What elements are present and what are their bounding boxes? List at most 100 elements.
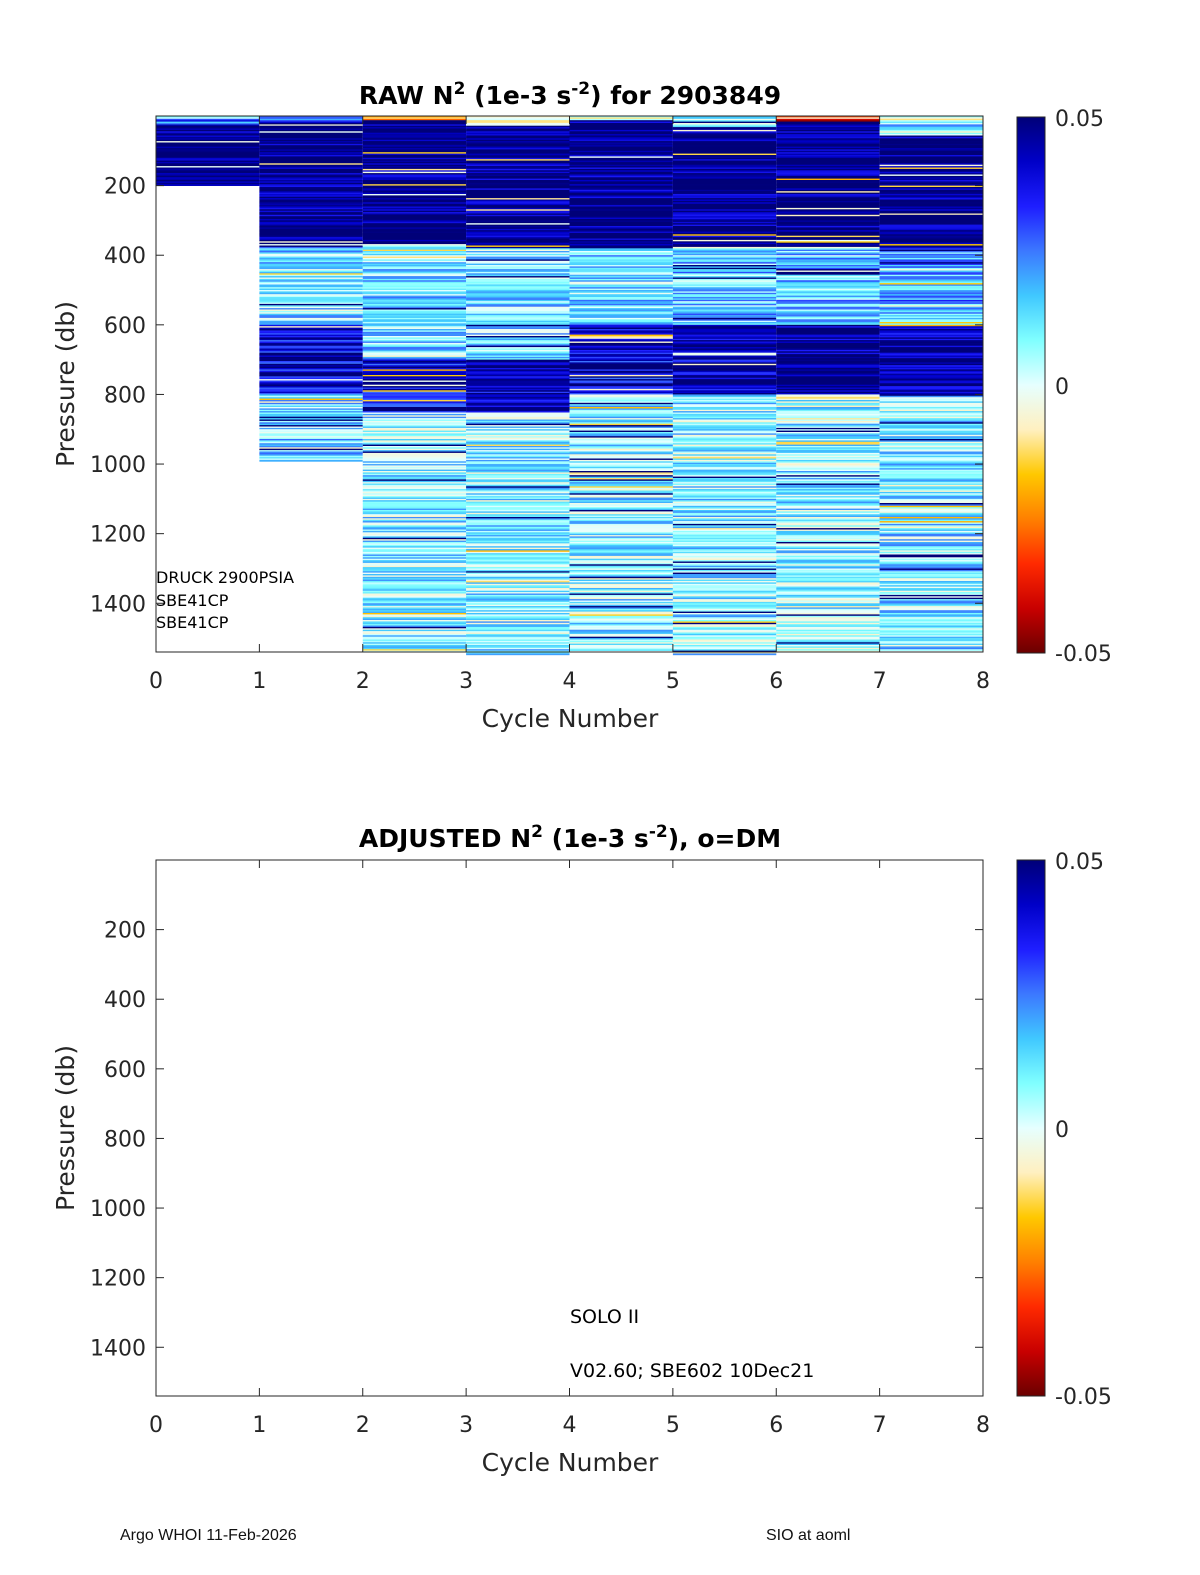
heatmap-cell <box>466 398 570 401</box>
heatmap-cell <box>879 493 983 496</box>
heatmap-cell <box>466 132 570 135</box>
heatmap-cell <box>362 478 467 480</box>
heatmap-cell <box>259 191 363 193</box>
heatmap-cell <box>362 446 467 448</box>
heatmap-cell <box>362 459 467 462</box>
heatmap-cell <box>879 358 983 360</box>
heatmap-cell <box>672 245 777 248</box>
heatmap-cell <box>362 391 467 394</box>
heatmap-cell <box>569 483 673 486</box>
heatmap-cell <box>259 134 363 136</box>
heatmap-cell <box>362 131 467 134</box>
heatmap-cell <box>466 177 570 180</box>
heatmap-cell <box>672 373 777 376</box>
heatmap-cell <box>879 145 983 147</box>
heatmap-cell <box>672 490 777 493</box>
heatmap-cell <box>362 441 467 444</box>
heatmap-cell <box>569 478 673 480</box>
heatmap-cell <box>776 294 880 296</box>
heatmap-cell <box>466 600 570 603</box>
heatmap-cell <box>879 262 983 264</box>
heatmap-cell <box>466 447 570 450</box>
heatmap-cell <box>466 642 570 645</box>
heatmap-cell <box>362 198 467 200</box>
heatmap-cell <box>672 521 777 523</box>
heatmap-cell <box>569 620 673 622</box>
heatmap-cell <box>362 168 467 171</box>
heatmap-cell <box>569 297 673 299</box>
heatmap-cell <box>879 560 983 562</box>
heatmap-cell <box>569 626 673 629</box>
heatmap-cell <box>776 639 880 642</box>
heatmap-cell <box>879 192 983 195</box>
heatmap-cell <box>569 579 673 582</box>
heatmap-cell <box>776 507 880 509</box>
heatmap-cell <box>466 153 570 156</box>
y-tick-label: 600 <box>104 314 146 339</box>
heatmap-cell <box>672 440 777 443</box>
heatmap-cell <box>466 194 570 196</box>
heatmap-cell <box>672 461 777 464</box>
heatmap-cell <box>466 124 570 127</box>
heatmap-cell <box>466 333 570 335</box>
heatmap-cell <box>466 284 570 287</box>
heatmap-cell <box>879 629 983 632</box>
heatmap-cell <box>672 326 777 328</box>
heatmap-cell <box>362 628 467 631</box>
heatmap-cell <box>156 180 260 182</box>
heatmap-cell <box>362 340 467 342</box>
heatmap-cell <box>569 642 673 645</box>
heatmap-cell <box>672 258 777 260</box>
heatmap-cell <box>672 345 777 348</box>
heatmap-cell <box>776 461 880 464</box>
heatmap-cell <box>776 575 880 578</box>
heatmap-cell <box>879 647 983 650</box>
heatmap-cell <box>259 401 363 404</box>
heatmap-cell <box>466 589 570 592</box>
heatmap-cell <box>879 600 983 603</box>
heatmap-cell <box>259 425 363 427</box>
heatmap-cell <box>672 120 777 122</box>
heatmap-cell <box>362 234 467 237</box>
heatmap-cell <box>776 329 880 331</box>
heatmap-cell <box>569 505 673 508</box>
heatmap-cell <box>879 284 983 287</box>
heatmap-cell <box>259 125 363 128</box>
heatmap-cell <box>362 539 467 541</box>
heatmap-cell <box>879 457 983 459</box>
heatmap-cell <box>569 303 673 306</box>
heatmap-cell <box>362 337 467 340</box>
heatmap-cell <box>776 383 880 386</box>
heatmap-cell <box>569 536 673 539</box>
heatmap-cell <box>672 322 777 324</box>
y-tick-label: 1000 <box>90 1197 146 1222</box>
heatmap-cell <box>879 565 983 568</box>
heatmap-cell <box>672 348 777 351</box>
heatmap-cell <box>362 372 467 374</box>
heatmap-cell <box>879 578 983 580</box>
adjusted-colorbar-max-label: 0.05 <box>1055 850 1104 875</box>
heatmap-cell <box>776 366 880 369</box>
heatmap-cell <box>879 351 983 354</box>
heatmap-cell <box>776 219 880 221</box>
heatmap-cell <box>879 532 983 535</box>
heatmap-cell <box>672 547 777 550</box>
heatmap-cell <box>259 450 363 452</box>
heatmap-cell <box>259 269 363 271</box>
heatmap-cell <box>776 540 880 543</box>
heatmap-cell <box>362 600 467 603</box>
heatmap-cell <box>362 444 467 447</box>
heatmap-cell <box>879 429 983 431</box>
heatmap-cell <box>672 543 777 546</box>
heatmap-cell <box>569 312 673 315</box>
heatmap-cell <box>776 593 880 596</box>
heatmap-cell <box>466 423 570 426</box>
heatmap-cell <box>259 302 363 305</box>
heatmap-cell <box>879 348 983 351</box>
heatmap-cell <box>672 454 777 457</box>
heatmap-cell <box>879 436 983 438</box>
heatmap-cell <box>259 452 363 455</box>
heatmap-cell <box>879 369 983 372</box>
heatmap-cell <box>362 624 467 626</box>
heatmap-cell <box>569 601 673 604</box>
